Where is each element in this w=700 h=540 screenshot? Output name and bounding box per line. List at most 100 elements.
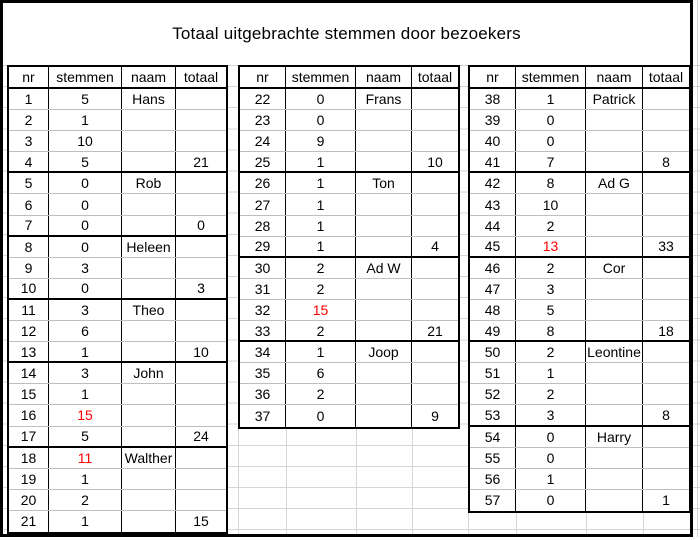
- cell-nr[interactable]: 15: [9, 384, 49, 405]
- cell-totaal[interactable]: 10: [193, 343, 209, 360]
- cell-naam[interactable]: [586, 489, 643, 511]
- cell-naam[interactable]: [586, 405, 643, 425]
- cell-naam[interactable]: [586, 299, 643, 321]
- cell-nr[interactable]: 10: [9, 278, 49, 298]
- cell-totaal[interactable]: [643, 342, 689, 362]
- cell-nr[interactable]: 33: [240, 321, 286, 341]
- cell-nr[interactable]: 53: [470, 405, 516, 425]
- cell-totaal[interactable]: [643, 279, 689, 299]
- cell-nr[interactable]: 48: [470, 299, 516, 321]
- cell-stemmen[interactable]: 3: [516, 278, 586, 299]
- cell-naam[interactable]: [586, 110, 643, 131]
- cell-totaal[interactable]: [412, 110, 458, 130]
- cell-stemmen[interactable]: 1: [286, 194, 356, 215]
- cell-nr[interactable]: 32: [240, 299, 286, 321]
- cell-totaal[interactable]: 21: [193, 153, 209, 170]
- cell-totaal[interactable]: [412, 89, 458, 109]
- cell-stemmen[interactable]: 0: [516, 447, 586, 468]
- cell-stemmen[interactable]: 0: [516, 131, 586, 152]
- cell-nr[interactable]: 14: [9, 363, 49, 384]
- cell-stemmen[interactable]: 1: [286, 215, 356, 236]
- cell-naam[interactable]: [586, 236, 643, 256]
- cell-stemmen[interactable]: 7: [516, 152, 586, 172]
- cell-stemmen[interactable]: 2: [516, 257, 586, 278]
- cell-naam[interactable]: Ad G: [586, 173, 643, 194]
- cell-stemmen[interactable]: 2: [516, 215, 586, 236]
- cell-stemmen[interactable]: 3: [516, 405, 586, 425]
- cell-nr[interactable]: 37: [240, 405, 286, 427]
- cell-stemmen[interactable]: 2: [286, 278, 356, 299]
- cell-naam[interactable]: [356, 363, 412, 384]
- cell-naam[interactable]: [586, 468, 643, 489]
- cell-nr[interactable]: 34: [240, 342, 286, 363]
- cell-totaal[interactable]: [643, 131, 689, 151]
- cell-nr[interactable]: 55: [470, 447, 516, 468]
- cell-stemmen[interactable]: 5: [49, 89, 122, 110]
- cell-naam[interactable]: [356, 131, 412, 152]
- cell-stemmen[interactable]: 8: [516, 321, 586, 341]
- cell-nr[interactable]: 22: [240, 89, 286, 110]
- cell-totaal[interactable]: [176, 321, 226, 341]
- cell-naam[interactable]: [356, 236, 412, 256]
- cell-totaal[interactable]: 8: [662, 153, 670, 170]
- cell-nr[interactable]: 19: [9, 468, 49, 489]
- cell-nr[interactable]: 21: [9, 510, 49, 532]
- cell-stemmen[interactable]: 3: [49, 299, 122, 321]
- cell-stemmen[interactable]: 9: [286, 131, 356, 152]
- cell-naam[interactable]: Walther: [122, 447, 176, 468]
- cell-totaal[interactable]: 4: [431, 238, 439, 255]
- cell-stemmen[interactable]: 0: [49, 236, 122, 257]
- cell-nr[interactable]: 49: [470, 321, 516, 341]
- cell-stemmen[interactable]: 1: [516, 89, 586, 110]
- cell-nr[interactable]: 54: [470, 426, 516, 447]
- cell-naam[interactable]: [586, 384, 643, 405]
- cell-stemmen[interactable]: 0: [49, 194, 122, 215]
- cell-naam[interactable]: Hans: [122, 89, 176, 110]
- cell-stemmen[interactable]: 0: [286, 110, 356, 131]
- cell-stemmen[interactable]: 0: [516, 426, 586, 447]
- cell-totaal[interactable]: [412, 384, 458, 404]
- cell-totaal[interactable]: [176, 300, 226, 320]
- cell-stemmen[interactable]: 5: [49, 426, 122, 446]
- cell-stemmen[interactable]: 1: [286, 152, 356, 172]
- cell-naam[interactable]: [356, 299, 412, 321]
- cell-naam[interactable]: [586, 278, 643, 299]
- cell-nr[interactable]: 29: [240, 236, 286, 256]
- cell-naam[interactable]: [356, 278, 412, 299]
- cell-nr[interactable]: 27: [240, 194, 286, 215]
- cell-stemmen[interactable]: 2: [516, 342, 586, 363]
- cell-stemmen[interactable]: 1: [49, 384, 122, 405]
- cell-nr[interactable]: 44: [470, 215, 516, 236]
- cell-stemmen[interactable]: 0: [49, 215, 122, 235]
- cell-totaal[interactable]: 9: [431, 407, 439, 424]
- cell-naam[interactable]: John: [122, 363, 176, 384]
- cell-naam[interactable]: [356, 110, 412, 131]
- cell-naam[interactable]: [586, 152, 643, 172]
- cell-totaal[interactable]: [643, 216, 689, 236]
- cell-stemmen[interactable]: 10: [49, 131, 122, 152]
- cell-totaal[interactable]: [643, 173, 689, 193]
- cell-totaal[interactable]: [643, 110, 689, 130]
- cell-stemmen[interactable]: 1: [516, 363, 586, 384]
- cell-totaal[interactable]: [643, 363, 689, 383]
- cell-totaal[interactable]: 15: [193, 513, 209, 530]
- cell-totaal[interactable]: [643, 469, 689, 489]
- cell-totaal[interactable]: 1: [662, 492, 670, 509]
- cell-nr[interactable]: 36: [240, 384, 286, 405]
- cell-nr[interactable]: 4: [9, 152, 49, 172]
- cell-naam[interactable]: [122, 468, 176, 489]
- cell-nr[interactable]: 17: [9, 426, 49, 446]
- cell-naam[interactable]: [122, 152, 176, 172]
- cell-totaal[interactable]: [412, 258, 458, 278]
- cell-nr[interactable]: 41: [470, 152, 516, 172]
- cell-totaal[interactable]: [412, 131, 458, 151]
- cell-nr[interactable]: 6: [9, 194, 49, 215]
- cell-totaal[interactable]: [643, 427, 689, 447]
- cell-stemmen[interactable]: 1: [49, 510, 122, 532]
- cell-totaal[interactable]: [176, 448, 226, 468]
- cell-nr[interactable]: 2: [9, 110, 49, 131]
- cell-totaal[interactable]: 0: [197, 217, 205, 234]
- cell-stemmen[interactable]: 2: [286, 257, 356, 278]
- cell-totaal[interactable]: [643, 384, 689, 404]
- cell-naam[interactable]: [122, 426, 176, 446]
